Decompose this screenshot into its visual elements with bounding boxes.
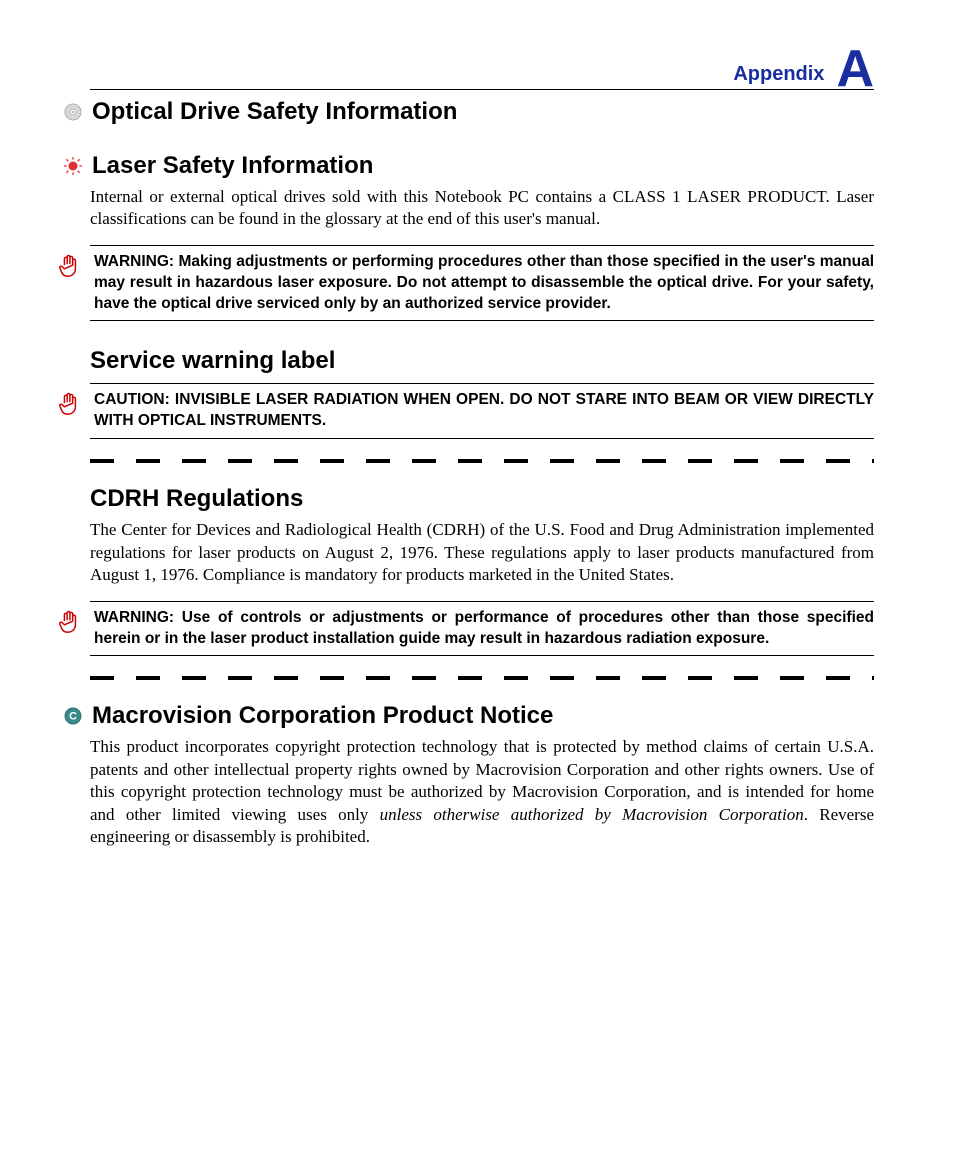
caution1-text: CAUTION: INVISIBLE LASER RADIATION WHEN … bbox=[94, 390, 874, 432]
laser-body: Internal or external optical drives sold… bbox=[90, 186, 874, 231]
heading-laser: Laser Safety Information bbox=[92, 152, 373, 180]
divider-2 bbox=[90, 676, 874, 680]
copyright-icon: C bbox=[62, 707, 84, 725]
hand-icon bbox=[58, 610, 84, 650]
page-header: Appendix A bbox=[90, 40, 874, 90]
cd-icon bbox=[62, 103, 84, 121]
macro-body-italic: unless otherwise authorized by Macrovisi… bbox=[380, 805, 804, 824]
section-service-warning: Service warning label bbox=[90, 347, 874, 375]
laser-icon bbox=[62, 157, 84, 175]
heading-macrovision: Macrovision Corporation Product Notice bbox=[92, 702, 553, 730]
appendix-label: Appendix bbox=[733, 63, 824, 86]
warning-block-1: WARNING: Making adjustments or performin… bbox=[90, 245, 874, 322]
heading-service: Service warning label bbox=[90, 347, 335, 375]
hand-icon bbox=[58, 254, 84, 315]
divider-1 bbox=[90, 459, 874, 463]
section-macrovision: C Macrovision Corporation Product Notice bbox=[90, 702, 874, 730]
warning1-text: WARNING: Making adjustments or performin… bbox=[94, 252, 874, 315]
warning-block-2: WARNING: Use of controls or adjustments … bbox=[90, 601, 874, 657]
heading-optical: Optical Drive Safety Information bbox=[92, 98, 457, 126]
svg-text:C: C bbox=[69, 711, 77, 723]
macrovision-body: This product incorporates copyright prot… bbox=[90, 736, 874, 848]
cdrh-body: The Center for Devices and Radiological … bbox=[90, 519, 874, 586]
caution-block-1: CAUTION: INVISIBLE LASER RADIATION WHEN … bbox=[90, 383, 874, 439]
hand-icon bbox=[58, 392, 84, 432]
heading-cdrh: CDRH Regulations bbox=[90, 485, 303, 513]
section-laser-safety: Laser Safety Information bbox=[90, 152, 874, 180]
section-cdrh: CDRH Regulations bbox=[90, 485, 874, 513]
warning2-text: WARNING: Use of controls or adjustments … bbox=[94, 608, 874, 650]
appendix-letter: A bbox=[836, 46, 874, 93]
section-optical-drive-safety: Optical Drive Safety Information bbox=[90, 98, 874, 126]
